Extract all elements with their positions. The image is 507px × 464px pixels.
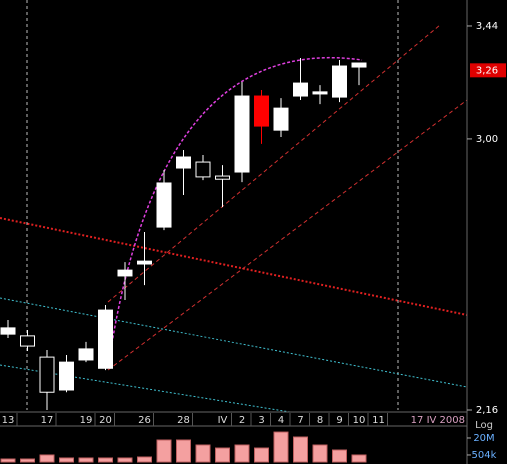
candle-body [332, 65, 347, 98]
volume-bar [273, 431, 289, 463]
volume-bar [117, 457, 133, 463]
candle-body [293, 82, 308, 97]
volume-bar [78, 457, 94, 463]
volume-bar [332, 449, 347, 463]
x-tick-label: 11 [372, 415, 385, 426]
candle-body [254, 95, 269, 127]
volume-bar [0, 458, 16, 463]
x-tick-label: IV [218, 415, 228, 426]
candle-body [0, 327, 16, 335]
volume-bar [234, 444, 250, 463]
trend-line [107, 24, 441, 303]
volume-bar [312, 444, 328, 463]
x-tick-label: 2 [239, 415, 245, 426]
volume-scale-label: Log [475, 420, 493, 431]
volume-bar [215, 447, 230, 463]
candle-body [195, 161, 211, 178]
x-tick-label: 26 [138, 415, 151, 426]
volume-bar [195, 444, 211, 463]
candle-body [351, 62, 367, 68]
trend-line [107, 99, 468, 371]
candle-body [234, 95, 250, 173]
candle-body [20, 335, 35, 347]
x-tick-label: 13 [2, 415, 15, 426]
x-tick-label: 4 [278, 415, 284, 426]
x-tick-label: 7 [297, 415, 303, 426]
volume-bar [176, 439, 191, 463]
x-tick-label: 17 [41, 415, 54, 426]
x-tick-label: 20 [99, 415, 112, 426]
date-label: 17 IV 2008 [411, 415, 465, 426]
candle-body [176, 156, 191, 169]
channel-line [0, 297, 468, 388]
volume-bar [98, 457, 113, 463]
x-tick-label: 10 [353, 415, 366, 426]
volume-tick-label: 20M [473, 433, 494, 444]
x-tick-label: 28 [177, 415, 190, 426]
trend-line [0, 217, 468, 316]
y-tick-label: 3,44 [476, 21, 498, 32]
candle-body [156, 182, 172, 228]
candle-body [273, 107, 289, 131]
arc-line [107, 56, 363, 369]
volume-bar [156, 439, 172, 463]
volume-tick-label: 504k [472, 450, 497, 461]
x-tick-label: 9 [336, 415, 342, 426]
volume-bar [39, 454, 55, 463]
volume-bar [59, 457, 74, 463]
y-tick-label: 2,16 [476, 405, 498, 416]
y-tick-label: 3,00 [476, 134, 498, 145]
candle-body [39, 356, 55, 393]
volume-bar [293, 436, 308, 463]
x-tick-label: 3 [258, 415, 264, 426]
volume-bar [137, 456, 152, 463]
candle-body [78, 348, 94, 361]
x-tick-label: 8 [317, 415, 323, 426]
candle-body [98, 309, 113, 369]
last-price-label: 3,26 [476, 65, 498, 76]
x-tick-label: 19 [80, 415, 93, 426]
candle-body [312, 91, 328, 95]
candle-body [137, 260, 152, 265]
last-price-box [470, 63, 506, 78]
candle-body [117, 269, 133, 277]
volume-bar [20, 458, 35, 463]
volume-bar [351, 454, 367, 463]
volume-bar [254, 447, 269, 463]
candle-body [59, 361, 74, 391]
candle-body [215, 175, 230, 180]
